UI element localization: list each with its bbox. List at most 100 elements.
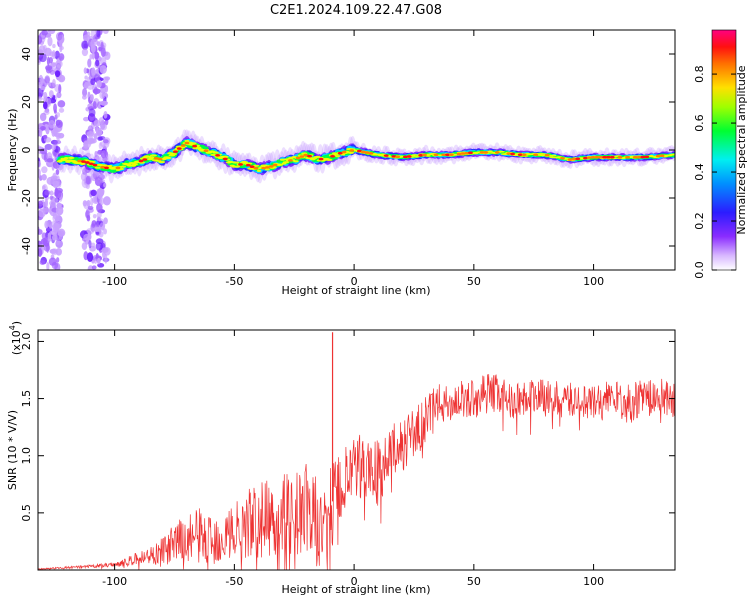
heatmap-peak <box>544 153 550 157</box>
heatmap-noise-blob <box>51 197 59 203</box>
heatmap-peak <box>567 158 573 161</box>
heatmap-noise-blob <box>100 47 106 58</box>
heatmap-noise-blob <box>85 152 91 158</box>
heatmap-peak <box>100 165 106 169</box>
heatmap-ridge-cell <box>315 155 321 158</box>
heatmap-peak <box>180 144 186 147</box>
spectrogram-ytick-label: -40 <box>20 237 33 255</box>
heatmap-peak <box>337 151 343 155</box>
heatmap-peak <box>341 150 347 154</box>
heatmap-noise-blob <box>91 265 97 270</box>
heatmap-noise-blob <box>96 211 102 219</box>
heatmap-noise-blob <box>89 94 94 101</box>
heatmap-noise-blob <box>38 96 43 102</box>
heatmap-noise-blob <box>92 213 97 219</box>
heatmap-noise-blob <box>81 40 89 51</box>
heatmap-noise-blob <box>87 205 94 210</box>
heatmap-peak <box>560 156 565 160</box>
heatmap-ridge-cell <box>234 165 241 168</box>
heatmap-noise-blob <box>92 100 97 108</box>
heatmap-ridge-cell <box>279 158 286 161</box>
heatmap-noise-blob <box>102 139 109 144</box>
heatmap-peak <box>460 152 466 155</box>
heatmap-ridge-cell <box>293 160 299 163</box>
heatmap-noise-blob <box>99 65 107 74</box>
heatmap-noise-blob <box>84 75 88 80</box>
plot-area-snr <box>38 330 675 570</box>
heatmap-noise-blob <box>98 230 104 238</box>
heatmap-noise-blob <box>57 228 66 237</box>
heatmap-noise-blob <box>40 85 46 91</box>
heatmap-noise-blob <box>103 110 108 119</box>
heatmap-noise-blob <box>81 95 87 100</box>
heatmap-peak <box>104 166 109 170</box>
heatmap-peak <box>517 153 523 156</box>
heatmap-ridge-cell <box>231 161 240 164</box>
heatmap-noise-blob <box>51 234 58 241</box>
heatmap-ridge-cell <box>67 156 75 159</box>
heatmap-peak <box>571 157 577 161</box>
heatmap-peak <box>402 155 408 159</box>
heatmap-noise-blob <box>92 226 101 233</box>
snr-panel: -100 -50 0 50 100 0.5 1.0 1.5 2.0 Height of stra… <box>6 321 676 596</box>
heatmap-ridge-cell <box>170 152 178 156</box>
heatmap-noise-blob <box>39 77 45 84</box>
heatmap-ridge-cell <box>158 160 166 164</box>
heatmap-noise-blob <box>44 220 49 229</box>
heatmap-ridge-cell <box>348 151 355 154</box>
heatmap-ridge-cell <box>278 163 284 166</box>
spectrogram-xtick-label: 100 <box>583 275 604 288</box>
heatmap-noise-blob <box>90 197 94 207</box>
heatmap-ridge-cell <box>671 153 675 156</box>
heatmap-peak <box>422 153 427 157</box>
heatmap-noise-blob <box>104 254 108 264</box>
heatmap-peak <box>92 163 98 167</box>
heatmap-peak <box>330 154 335 158</box>
heatmap-noise-blob <box>38 35 43 45</box>
heatmap-ridge-layer <box>56 129 675 184</box>
snr-xlabel: Height of straight line (km) <box>281 583 430 596</box>
heatmap-ridge-cell <box>190 142 197 145</box>
heatmap-noise-blob <box>49 190 54 196</box>
heatmap-noise-blob <box>44 189 51 196</box>
heatmap-peak <box>479 151 485 154</box>
heatmap-noise-blob <box>58 83 62 94</box>
heatmap-noise-blob <box>54 262 61 270</box>
heatmap-peak <box>272 163 278 167</box>
heatmap-noise-blob <box>90 189 97 197</box>
heatmap-noise-blob <box>52 43 56 49</box>
heatmap-noise-blob <box>45 65 53 71</box>
plot-frame-snr <box>37 329 676 571</box>
heatmap-peak <box>368 152 374 155</box>
heatmap-noise-blob <box>43 134 48 139</box>
heatmap-ridge-cell <box>264 168 270 171</box>
heatmap-ridge-cell <box>119 167 124 171</box>
heatmap-peak <box>253 166 259 170</box>
heatmap-noise-blob <box>58 53 65 61</box>
heatmap-noise-blob <box>100 41 104 50</box>
svg-text:(x104): (x104) <box>8 321 23 355</box>
heatmap-peak <box>590 155 596 159</box>
heatmap-peak <box>441 153 447 157</box>
heatmap-peak <box>636 155 642 159</box>
heatmap-noise-blob <box>55 32 63 41</box>
heatmap-peak <box>115 166 121 170</box>
heatmap-ridge-cell <box>184 139 190 143</box>
heatmap-noise-blob <box>47 232 52 243</box>
heatmap-peak <box>261 166 266 170</box>
heatmap-peak <box>356 149 362 153</box>
snr-ytick-label: 0.5 <box>20 504 33 522</box>
heatmap-noise-blob <box>52 222 60 232</box>
heatmap-peak <box>659 154 665 158</box>
heatmap-peak <box>602 155 607 159</box>
heatmap-peak <box>383 154 389 157</box>
heatmap-peak <box>655 154 661 158</box>
heatmap-peak <box>644 155 650 159</box>
heatmap-noise-blob <box>48 120 56 129</box>
heatmap-noise-blob <box>90 78 96 86</box>
heatmap-peak <box>349 149 355 152</box>
heatmap-peak <box>468 151 473 155</box>
heatmap-noise-blob <box>55 248 62 256</box>
heatmap-noise-blob <box>43 91 48 100</box>
heatmap-noise-blob <box>98 117 105 125</box>
